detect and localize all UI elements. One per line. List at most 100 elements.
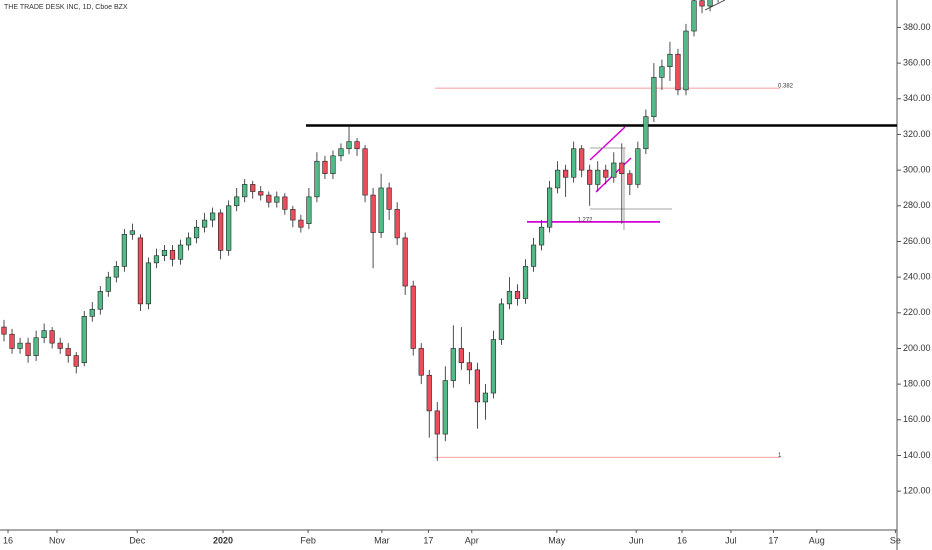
candle-body [442, 380, 448, 435]
candle-body [458, 348, 464, 364]
candle-body [177, 244, 184, 260]
candle-body [153, 255, 160, 264]
candle-body [65, 348, 71, 356]
candle-body [667, 53, 673, 67]
y-tick-label: 240.00 [903, 272, 931, 282]
x-tick-label: 16 [677, 535, 687, 545]
candle-body [563, 169, 569, 178]
candle-body [290, 209, 296, 221]
x-tick-label: Aug [809, 535, 825, 545]
y-tick-label: 160.00 [903, 414, 931, 424]
y-tick-label: 140.00 [903, 450, 931, 460]
candle-body [113, 266, 119, 278]
candle-body [546, 187, 553, 228]
x-tick-label: May [548, 535, 566, 545]
candle-body [49, 330, 55, 344]
candle-body [282, 196, 288, 210]
y-tick-label: 220.00 [903, 307, 931, 317]
candle-body [210, 212, 216, 221]
level-label: 0.382 [778, 84, 794, 90]
candle-body [699, 0, 705, 7]
candle-body [402, 237, 408, 287]
candle-body [434, 410, 440, 435]
candle-body [314, 160, 320, 198]
candle-body [338, 148, 344, 157]
candle-body [322, 160, 328, 174]
candle-body [234, 196, 240, 207]
candle-body [579, 148, 585, 171]
level-label: 1.272 [577, 217, 593, 223]
candle-body [378, 187, 384, 233]
candle-body [683, 30, 689, 91]
x-tick-label: 16 [3, 535, 13, 545]
candle-body [201, 219, 208, 228]
x-tick-label: Jul [725, 535, 737, 545]
candle-body [611, 162, 617, 178]
candle-body [530, 244, 537, 267]
y-tick-label: 200.00 [903, 343, 931, 353]
candle-body [346, 141, 352, 150]
candle-body [386, 187, 392, 210]
y-tick-label: 300.00 [903, 165, 931, 175]
candle-body [659, 66, 665, 78]
candle-body [330, 155, 336, 174]
channel-line [704, 0, 726, 11]
y-tick-label: 280.00 [903, 200, 931, 210]
candle-body [105, 276, 111, 292]
candle-body [193, 226, 200, 239]
candle-body [587, 169, 593, 185]
x-tick-label: 17 [768, 535, 778, 545]
candle-body [474, 369, 480, 403]
candle-body [595, 169, 601, 185]
candle-body [266, 194, 272, 203]
plot-area [1, 0, 897, 461]
candle-body [506, 291, 513, 305]
channel-line [589, 126, 626, 161]
candle-body [242, 184, 248, 198]
candle-body [89, 308, 95, 317]
y-tick-label: 180.00 [903, 379, 931, 389]
candle-body [635, 148, 641, 185]
chart-title: THE TRADE DESK INC, 1D, Cboe BZX [4, 4, 128, 11]
candle-body [490, 339, 497, 394]
candle-body [643, 116, 649, 150]
level-label: 1 [778, 453, 782, 459]
candle-body [627, 173, 633, 185]
y-tick-label: 380.00 [903, 22, 931, 32]
candle-body [418, 348, 424, 376]
candle-body [306, 196, 312, 224]
candle-body [651, 77, 657, 117]
candle-body [41, 330, 47, 339]
candle-body [514, 291, 521, 299]
candle-body [33, 337, 39, 356]
candle-body [169, 250, 176, 260]
x-tick-label: 2020 [213, 535, 233, 545]
y-tick-label: 340.00 [903, 93, 931, 103]
candle-body [394, 209, 400, 239]
candle-body [9, 333, 15, 349]
x-tick-label: Feb [300, 535, 316, 545]
candle-body [707, 0, 713, 7]
candle-body [161, 250, 168, 257]
candle-body [619, 162, 625, 174]
x-tick-label: Jun [629, 535, 644, 545]
candle-body [571, 148, 577, 178]
candle-body [145, 262, 152, 305]
candle-body [691, 0, 697, 32]
y-tick-label: 120.00 [903, 485, 931, 495]
x-tick-label: Dec [129, 535, 146, 545]
y-tick-label: 320.00 [903, 129, 931, 139]
candle-body [298, 219, 304, 228]
y-tick-label: 360.00 [903, 58, 931, 68]
candle-body [466, 362, 472, 371]
candle-body [274, 196, 280, 203]
candle-body [354, 141, 360, 150]
candle-body [362, 148, 368, 196]
candle-body [73, 355, 79, 367]
candle-body [410, 285, 416, 349]
candle-body [218, 212, 224, 251]
candle-body [121, 234, 127, 267]
y-tick-label: 260.00 [903, 236, 931, 246]
